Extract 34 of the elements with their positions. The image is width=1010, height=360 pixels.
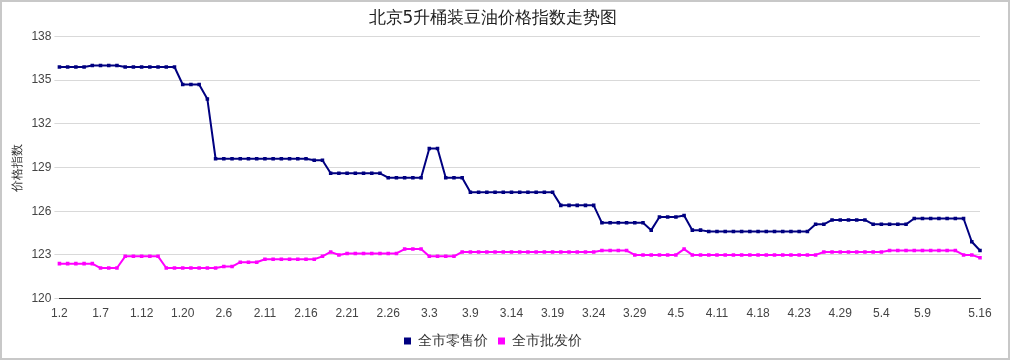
y-tick-label: 129 (31, 159, 52, 174)
x-tick-label: 1.7 (92, 306, 110, 321)
x-tick-label: 3.14 (499, 306, 524, 321)
x-tick-label: 1.2 (51, 306, 69, 321)
x-tick-label: 1.12 (129, 306, 154, 321)
y-axis-title: 价格指数 (9, 143, 24, 193)
x-tick-label: 4.11 (705, 306, 729, 321)
x-tick-label: 2.6 (215, 306, 233, 321)
x-tick-label: 4.29 (828, 306, 853, 321)
x-tick-label: 3.3 (420, 306, 438, 321)
y-tick-label: 120 (31, 290, 52, 305)
legend-label: 全市批发价 (512, 331, 582, 348)
x-tick-label: 4.23 (787, 306, 812, 321)
y-tick-label: 132 (31, 116, 52, 131)
x-tick-label: 5.16 (968, 306, 992, 321)
x-tick-label: 5.9 (914, 306, 932, 321)
y-tick-label: 138 (31, 28, 52, 43)
chart-title: 北京5升桶装豆油价格指数走势图 (368, 6, 618, 27)
x-tick-label: 1.20 (171, 306, 195, 321)
legend-label: 全市零售价 (418, 331, 488, 348)
x-tick-label: 2.26 (376, 306, 401, 321)
y-tick-label: 123 (31, 247, 52, 262)
x-tick-label: 3.19 (540, 306, 565, 321)
x-tick-label: 2.16 (294, 306, 319, 321)
x-tick-label: 3.29 (623, 306, 647, 321)
y-tick-label: 135 (31, 72, 52, 87)
x-tick-label: 2.11 (253, 306, 277, 321)
x-tick-label: 3.9 (462, 306, 480, 321)
y-tick-label: 126 (31, 203, 52, 218)
x-tick-label: 5.4 (873, 306, 891, 321)
x-tick-label: 3.24 (582, 306, 606, 321)
x-tick-label: 2.21 (335, 306, 360, 321)
x-tick-label: 4.18 (746, 306, 771, 321)
x-tick-label: 4.5 (667, 306, 685, 321)
